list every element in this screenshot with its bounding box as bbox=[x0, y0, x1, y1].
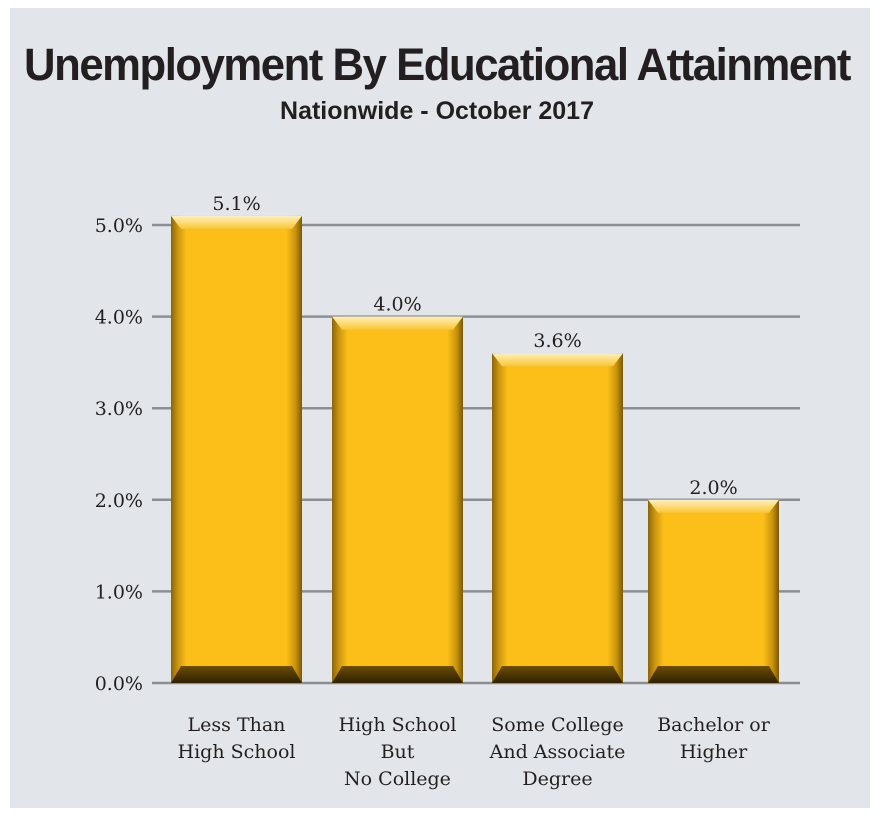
bar bbox=[332, 316, 463, 683]
y-tick-label: 2.0% bbox=[95, 490, 143, 512]
bar-bottom-bevel bbox=[332, 666, 463, 683]
x-tick-label: No College bbox=[344, 768, 451, 790]
bar-top-bevel bbox=[648, 499, 779, 513]
bar-top-bevel bbox=[492, 353, 623, 367]
data-label: 2.0% bbox=[689, 477, 737, 499]
bar-body bbox=[648, 499, 779, 683]
x-tick-label: But bbox=[381, 741, 415, 763]
x-tick-label: High School bbox=[178, 741, 296, 763]
bar-top-bevel bbox=[332, 316, 463, 330]
bar bbox=[171, 215, 302, 683]
x-tick-label: Bachelor or bbox=[657, 714, 770, 736]
chart-title: Unemployment By Educational Attainment bbox=[24, 39, 851, 90]
chart-subtitle: Nationwide - October 2017 bbox=[280, 97, 594, 125]
bar-bottom-bevel bbox=[648, 666, 779, 683]
bar-body bbox=[171, 215, 302, 683]
bar-body bbox=[492, 353, 623, 683]
bar-body bbox=[332, 316, 463, 683]
bar-bottom-bevel bbox=[492, 666, 623, 683]
bar bbox=[492, 353, 623, 683]
y-tick-label: 3.0% bbox=[95, 398, 143, 420]
bar-bottom-bevel bbox=[171, 666, 302, 683]
x-tick-label: Higher bbox=[680, 741, 748, 763]
bar-top-bevel bbox=[171, 215, 302, 229]
x-tick-label: Some College bbox=[491, 714, 624, 736]
x-tick-label: Degree bbox=[522, 768, 592, 790]
bar bbox=[648, 499, 779, 683]
x-tick-label: Less Than bbox=[188, 714, 286, 736]
y-tick-label: 4.0% bbox=[95, 307, 143, 329]
data-label: 4.0% bbox=[373, 294, 421, 316]
y-tick-label: 5.0% bbox=[95, 215, 143, 237]
y-tick-label: 1.0% bbox=[95, 581, 143, 603]
x-tick-label: High School bbox=[339, 714, 457, 736]
data-label: 5.1% bbox=[212, 193, 260, 215]
x-tick-label: And Associate bbox=[489, 741, 626, 763]
y-tick-label: 0.0% bbox=[95, 673, 143, 695]
data-label: 3.6% bbox=[533, 330, 581, 352]
